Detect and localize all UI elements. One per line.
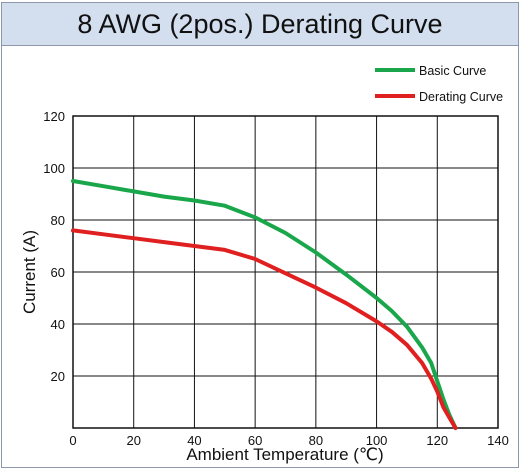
x-axis-title: Ambient Temperature (℃) bbox=[186, 445, 383, 464]
x-tick-label: 140 bbox=[487, 433, 509, 448]
chart-title: 8 AWG (2pos.) Derating Curve bbox=[2, 3, 518, 46]
series-line-derating bbox=[71, 228, 458, 430]
x-tick-label: 20 bbox=[126, 433, 140, 448]
x-tick-label: 40 bbox=[187, 433, 201, 448]
legend-label-basic: Basic Curve bbox=[419, 64, 486, 78]
legend-label-derating: Derating Curve bbox=[419, 90, 503, 104]
x-tick-label: 60 bbox=[248, 433, 262, 448]
y-tick-label: 20 bbox=[51, 369, 65, 384]
chart-panel: 8 AWG (2pos.) Derating Curve 0 20 40 60 80 10… bbox=[1, 2, 519, 468]
y-tick-label: 40 bbox=[51, 317, 65, 332]
y-axis-title: Current (A) bbox=[20, 230, 39, 314]
x-tick-label: 0 bbox=[69, 433, 76, 448]
y-tick-label: 120 bbox=[43, 109, 65, 124]
legend: Basic Curve Derating Curve bbox=[375, 64, 503, 104]
y-tick-label: 60 bbox=[51, 265, 65, 280]
x-tick-label: 100 bbox=[366, 433, 388, 448]
series-group bbox=[71, 179, 458, 430]
chart-svg: 0 20 40 60 80 100 120 140 20 40 60 80 100 120 Ambient… bbox=[20, 64, 509, 464]
series-line-basic bbox=[71, 179, 458, 430]
x-tick-label: 80 bbox=[309, 433, 323, 448]
tick-labels: 0 20 40 60 80 100 120 140 20 40 60 80 100 120 bbox=[43, 109, 509, 448]
x-tick-label: 120 bbox=[426, 433, 448, 448]
y-tick-label: 100 bbox=[43, 161, 65, 176]
y-tick-label: 80 bbox=[51, 213, 65, 228]
